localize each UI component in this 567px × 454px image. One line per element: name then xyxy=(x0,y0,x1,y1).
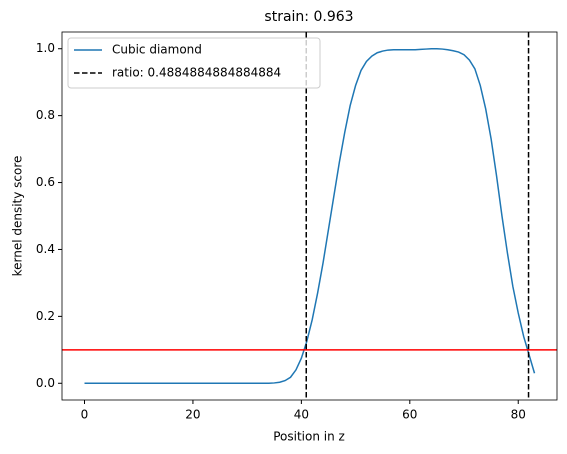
y-tick-label: 0.4 xyxy=(36,242,55,256)
x-tick-label: 40 xyxy=(294,408,309,422)
legend-box xyxy=(67,37,321,89)
legend-label: Cubic diamond xyxy=(112,43,202,57)
y-tick-label: 0.0 xyxy=(36,376,55,390)
axes-frame xyxy=(61,31,558,401)
y-axis-label: kernel density score xyxy=(11,156,25,277)
x-axis-label: Position in z xyxy=(273,430,345,444)
x-tick-label: 0 xyxy=(81,408,89,422)
x-tick-label: 80 xyxy=(511,408,526,422)
x-tick-label: 60 xyxy=(402,408,417,422)
y-tick-label: 1.0 xyxy=(36,41,55,55)
chart-title: strain: 0.963 xyxy=(264,9,353,25)
x-tick-label: 20 xyxy=(185,408,200,422)
y-tick-label: 0.6 xyxy=(36,175,55,189)
y-tick-label: 0.2 xyxy=(36,309,55,323)
y-tick-label: 0.8 xyxy=(36,108,55,122)
legend-label: ratio: 0.4884884884884884 xyxy=(112,66,281,80)
line xyxy=(84,47,536,385)
